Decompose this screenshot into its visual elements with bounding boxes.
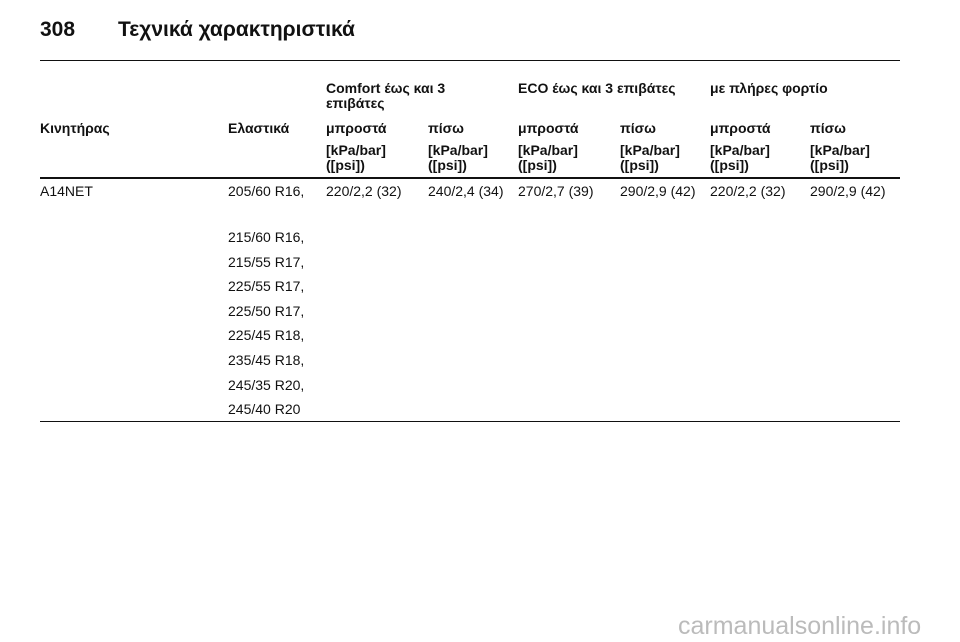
group-header: ECO έως και 3 επιβάτες	[518, 80, 676, 96]
cell-tyre: 225/45 R18,	[228, 327, 305, 344]
cell-engine: A14NET	[40, 183, 93, 199]
unit-header: [kPa/bar] ([psi])	[428, 142, 488, 173]
cell-tyre: 215/55 R17,	[228, 253, 305, 270]
page-number: 308	[40, 18, 76, 41]
column-header: μπροστά	[326, 120, 387, 136]
cell-pressure: 290/2,9 (42)	[620, 183, 696, 199]
column-header: μπροστά	[710, 120, 771, 136]
column-header: Ελαστικά	[228, 120, 290, 136]
group-header: Comfort έως και 3 επιβάτες	[326, 80, 446, 111]
column-header: Κινητήρας	[40, 120, 110, 136]
group-header: με πλήρες φορτίο	[710, 80, 828, 96]
rule	[40, 421, 900, 422]
cell-pressure: 270/2,7 (39)	[518, 183, 594, 199]
column-header: πίσω	[428, 120, 465, 136]
cell-tyre: 205/60 R16,	[228, 183, 305, 199]
unit-header: [kPa/bar] ([psi])	[710, 142, 770, 173]
watermark: carmanualsonline.info	[678, 612, 922, 640]
cell-tyre: 235/45 R18,	[228, 352, 305, 368]
cell-tyre: 225/55 R17,	[228, 278, 305, 295]
rule	[40, 177, 900, 179]
page-title: Τεχνικά χαρακτηριστικά	[118, 18, 355, 41]
unit-header: [kPa/bar] ([psi])	[518, 142, 578, 173]
unit-header: [kPa/bar] ([psi])	[620, 142, 680, 173]
column-header: πίσω	[810, 120, 847, 136]
cell-tyre: 245/35 R20,	[228, 376, 305, 393]
cell-tyre: 225/50 R17,	[228, 302, 305, 319]
unit-header: [kPa/bar] ([psi])	[810, 142, 870, 173]
cell-pressure: 240/2,4 (34)	[428, 183, 504, 199]
cell-tyre: 245/40 R20	[228, 401, 301, 418]
cell-pressure: 220/2,2 (32)	[326, 183, 402, 199]
column-header: πίσω	[620, 120, 657, 136]
unit-header: [kPa/bar] ([psi])	[326, 142, 386, 173]
cell-pressure: 220/2,2 (32)	[710, 183, 786, 199]
cell-tyre: 215/60 R16,	[228, 229, 305, 245]
cell-pressure: 290/2,9 (42)	[810, 183, 886, 199]
rule	[40, 60, 900, 61]
column-header: μπροστά	[518, 120, 579, 136]
